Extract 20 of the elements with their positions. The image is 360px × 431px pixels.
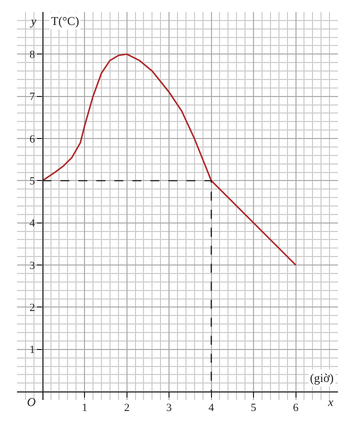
- y-tick-label: 3: [30, 260, 36, 272]
- annotation: x: [327, 395, 334, 409]
- y-tick-label: 5: [30, 176, 36, 188]
- annotation: O: [27, 395, 36, 409]
- x-tick-label: 3: [166, 402, 172, 414]
- x-tick-label: 6: [293, 402, 300, 414]
- y-tick-label: 6: [30, 133, 36, 146]
- x-tick-label: 1: [82, 402, 88, 414]
- x-tick-label: 2: [124, 402, 130, 414]
- x-tick-label: 4: [208, 402, 215, 414]
- y-axis-title: T(°C): [51, 14, 80, 28]
- annotation: y: [30, 14, 37, 28]
- line-series: [42, 53, 297, 266]
- x-axis-title: (giờ): [310, 371, 334, 385]
- x-tick-label: 5: [250, 402, 257, 414]
- y-tick-label: 1: [30, 344, 36, 356]
- y-tick-label: 4: [30, 218, 36, 230]
- y-tick-label: 2: [30, 302, 36, 314]
- y-tick-label: 7: [30, 91, 36, 104]
- y-tick-label: 8: [30, 49, 36, 62]
